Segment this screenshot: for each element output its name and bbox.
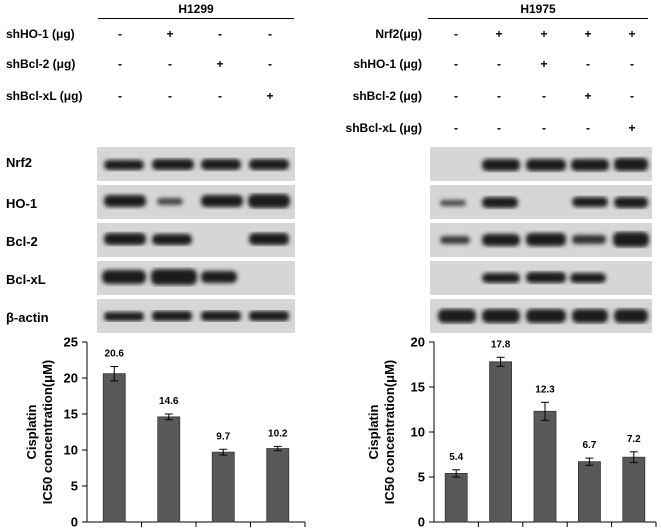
value-label: 14.6 [159, 396, 179, 407]
left-blot-ho1 [97, 185, 295, 219]
right-row-label-shbcl2: shBcl-2 (μg) [352, 89, 422, 103]
right-mark: + [584, 89, 592, 103]
right-mark: + [540, 57, 548, 71]
y-tick-label: 5 [418, 470, 425, 485]
blot-label-beta-actin: β-actin [6, 310, 49, 325]
right-blot-ho1 [430, 185, 652, 219]
left-row-label-shbclxl: shBcl-xL (μg) [6, 89, 83, 103]
left-blot-beta-actin [97, 299, 295, 333]
left-blot-nrf2 [97, 147, 295, 181]
left-mark: - [168, 89, 172, 103]
blot-label-nrf2: Nrf2 [6, 155, 33, 170]
left-title-rule [98, 18, 294, 19]
right-mark: - [542, 89, 546, 103]
y-axis-title: CisplatinIC50 concentration(μM) [366, 360, 397, 504]
right-mark: + [495, 27, 503, 41]
y-tick-label: 20 [411, 335, 425, 350]
right-mark: - [630, 57, 634, 71]
y-tick-label: 10 [411, 425, 425, 440]
left-mark: - [218, 89, 222, 103]
value-label: 9.7 [216, 431, 230, 442]
bar [444, 472, 468, 523]
right-blot-bcl2 [430, 223, 652, 257]
y-tick-label: 15 [64, 407, 78, 422]
right-mark: - [454, 121, 458, 135]
right-mark: - [542, 121, 546, 135]
left-row-label-shbcl2: shBcl-2 (μg) [6, 57, 76, 71]
left-panel-title: H1299 [178, 2, 214, 16]
right-mark: - [497, 57, 501, 71]
bar [266, 448, 290, 523]
value-label: 7.2 [627, 434, 641, 445]
left-mark: - [168, 57, 172, 71]
right-row-label-shho1: shHO-1 (μg) [353, 57, 422, 71]
right-mark: + [584, 27, 592, 41]
left-mark: - [268, 57, 272, 71]
right-panel-title: H1975 [520, 2, 556, 16]
right-mark: - [586, 121, 590, 135]
y-tick-label: 5 [71, 479, 78, 494]
bar [157, 416, 181, 523]
y-axis-title: CisplatinIC50 concentration(μM) [24, 360, 55, 504]
blot-label-ho1: HO-1 [6, 196, 38, 211]
right-row-label-nrf2: Nrf2(μg) [375, 27, 422, 41]
left-ic50-chart: 0 5 10 15 20 25 20.6 14.6 9.7 10.2 CisplatinIC50 c… [24, 335, 306, 528]
y-tick-label: 25 [64, 335, 78, 350]
left-mark: - [118, 89, 122, 103]
y-tick-label: 15 [411, 380, 425, 395]
bar [622, 456, 646, 523]
value-label: 6.7 [582, 440, 596, 451]
right-mark: - [630, 89, 634, 103]
right-row-label-shbclxl: shBcl-xL (μg) [345, 121, 422, 135]
right-mark: - [454, 57, 458, 71]
left-mark: - [218, 27, 222, 41]
y-tick-label: 10 [64, 443, 78, 458]
bar [489, 361, 513, 523]
right-mark: - [454, 27, 458, 41]
value-label: 5.4 [449, 452, 463, 463]
blot-label-bclxl: Bcl-xL [6, 272, 46, 287]
left-mark: + [166, 27, 174, 41]
right-blot-bclxl [430, 261, 652, 295]
left-blot-bclxl [97, 261, 295, 295]
right-mark: + [540, 27, 548, 41]
right-mark: + [628, 121, 636, 135]
bar [577, 461, 601, 523]
value-label: 10.2 [268, 428, 288, 439]
bar [102, 373, 126, 523]
y-tick-label: 0 [71, 515, 78, 528]
right-blot-beta-actin [430, 299, 652, 333]
right-mark: - [586, 57, 590, 71]
bar [211, 451, 235, 523]
value-label: 17.8 [491, 339, 511, 350]
y-tick-label: 20 [64, 371, 78, 386]
right-mark: - [454, 89, 458, 103]
left-blot-bcl2 [97, 223, 295, 257]
left-mark: - [118, 57, 122, 71]
value-label: 12.3 [535, 384, 555, 395]
left-mark: - [268, 27, 272, 41]
right-ic50-chart: 0 5 10 15 20 5.4 17.8 12.3 6.7 7.2 CisplatinIC50 c… [366, 335, 657, 528]
bar [533, 410, 557, 523]
left-mark: + [216, 57, 224, 71]
left-mark: - [118, 27, 122, 41]
left-row-label-shho1: shHO-1 (μg) [6, 27, 75, 41]
right-blot-nrf2 [430, 147, 652, 181]
blot-label-bcl2: Bcl-2 [6, 234, 38, 249]
right-title-rule [428, 18, 648, 19]
value-label: 20.6 [105, 348, 125, 359]
right-mark: - [497, 121, 501, 135]
right-mark: + [628, 27, 636, 41]
y-tick-label: 0 [418, 515, 425, 528]
left-mark: + [266, 89, 274, 103]
right-mark: - [497, 89, 501, 103]
